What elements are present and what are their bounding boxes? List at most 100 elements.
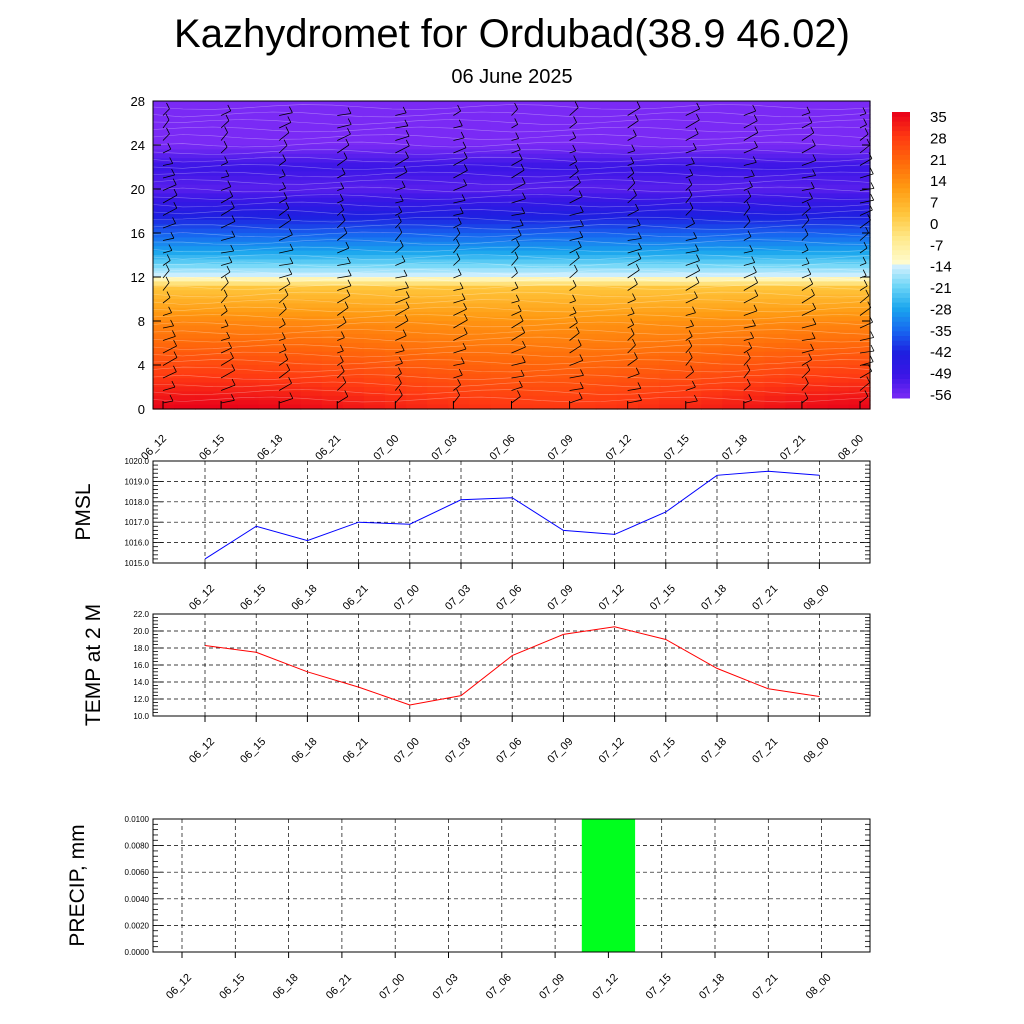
heatmap-cell (469, 136, 492, 142)
heatmap-cell (659, 197, 681, 203)
heatmap-cell (680, 259, 702, 265)
wind-barb-feather (521, 207, 526, 214)
heatmap-cell (827, 219, 850, 225)
heatmap-cell (743, 215, 766, 221)
heatmap-cell (448, 325, 470, 331)
colorbar-segment (892, 326, 910, 332)
heatmap-cell (279, 347, 302, 353)
heatmap-cell (174, 338, 196, 344)
heatmap-cell (321, 351, 344, 357)
heatmap-cell (384, 360, 407, 366)
heatmap-cell (701, 233, 723, 238)
heatmap-cell (195, 241, 217, 247)
heatmap-cell (448, 167, 470, 172)
heatmap-cell (532, 259, 555, 265)
colorbar-segment (892, 226, 910, 232)
heatmap-cell (511, 259, 534, 265)
heatmap-cell (574, 127, 597, 133)
heatmap-cell (659, 277, 681, 282)
heatmap-cell (216, 180, 238, 186)
heatmap-cell (384, 101, 407, 106)
heatmap-cell (574, 197, 597, 203)
heatmap-cell (785, 211, 808, 216)
heatmap-cell (363, 140, 386, 146)
heatmap-cell (258, 145, 281, 150)
x-tick-label: 06_18 (289, 736, 319, 766)
heatmap-cell (616, 237, 639, 243)
heatmap-cell (511, 347, 534, 353)
wind-barb (859, 232, 869, 241)
heatmap-cell (701, 246, 723, 252)
heatmap-cell (384, 175, 407, 181)
heatmap-cell (701, 329, 723, 335)
wind-barb-feather (282, 182, 286, 189)
heatmap-cell (195, 202, 217, 208)
heatmap-cell (659, 259, 681, 265)
heatmap-cell (806, 167, 829, 172)
heatmap-cell (785, 171, 808, 177)
heatmap-cell (806, 158, 829, 164)
wind-barb (220, 175, 229, 179)
heatmap-cell (427, 105, 449, 111)
heatmap-cell (153, 268, 175, 274)
heatmap-cell (743, 290, 766, 296)
wind-barb-feather (515, 294, 520, 301)
wind-barb (801, 359, 812, 366)
wind-barb-feather (285, 202, 290, 209)
heatmap-cell (258, 167, 281, 172)
heatmap-cell (153, 127, 175, 133)
heatmap-cell (195, 171, 217, 177)
heatmap-cell (659, 193, 681, 199)
wind-barb-feather (281, 332, 286, 339)
wind-barb (743, 132, 758, 141)
wind-barb (278, 382, 292, 391)
heatmap-cell (511, 153, 534, 159)
wind-barb-feather (811, 288, 815, 296)
heatmap-cell (237, 237, 260, 243)
heatmap-cell (448, 303, 470, 309)
heatmap-cell (743, 343, 766, 348)
heatmap-cell (532, 105, 555, 111)
heatmap-cell (406, 281, 428, 287)
wind-barb-feather (165, 276, 170, 283)
heatmap-cell (490, 316, 513, 322)
heatmap-cell (237, 281, 260, 287)
heatmap-cell (174, 233, 196, 238)
wind-barb-feather (463, 302, 467, 310)
heatmap-cell (806, 211, 829, 216)
heatmap-cell (195, 351, 217, 357)
heatmap-cell (153, 167, 175, 172)
heatmap-cell (258, 149, 281, 155)
colorbar-label: -35 (930, 323, 952, 340)
heatmap-cell (574, 175, 597, 181)
heatmap-cell (300, 325, 323, 331)
x-tick-label: 08_00 (801, 736, 831, 766)
wind-barb (685, 133, 699, 141)
heatmap-cell (321, 175, 344, 181)
heatmap-cell (363, 307, 386, 313)
heatmap-cell (363, 171, 386, 177)
heatmap-cell (659, 189, 681, 194)
y-tick-label: 22.0 (133, 610, 149, 619)
wind-barb-feather (342, 316, 347, 323)
wind-barb-feather (223, 141, 228, 148)
heatmap-cell (427, 294, 449, 300)
heatmap-cell (153, 334, 175, 340)
heatmap-cell (532, 118, 555, 124)
heatmap-cell (174, 307, 196, 313)
heatmap-cell (848, 299, 871, 304)
heatmap-cell (300, 338, 323, 344)
wind-barb (859, 262, 867, 266)
wind-barb (337, 173, 346, 179)
wind-barb (801, 234, 809, 241)
heatmap-cell (406, 114, 428, 120)
heatmap-cell (384, 338, 407, 344)
heatmap-cell (300, 158, 323, 164)
colorbar-label: 21 (930, 152, 947, 169)
heatmap-cell (532, 237, 555, 243)
heatmap-cell (342, 171, 365, 177)
heatmap-cell (321, 329, 344, 335)
heatmap-cell (659, 378, 681, 384)
wind-barb-feather (231, 230, 236, 237)
wind-barb-feather (398, 389, 403, 396)
